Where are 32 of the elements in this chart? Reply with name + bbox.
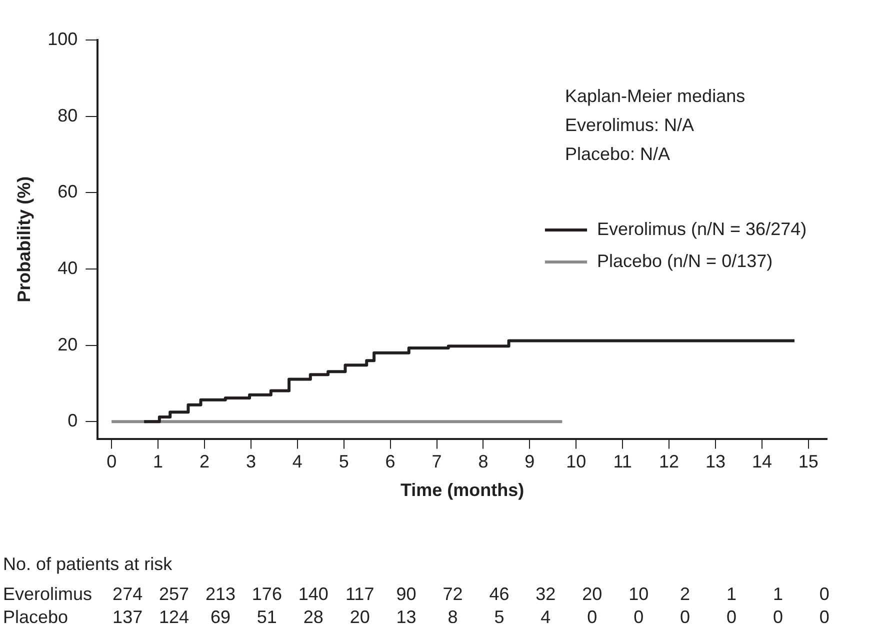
- legend-label: Everolimus (n/N = 36/274): [597, 218, 807, 239]
- y-tick-label: 0: [68, 410, 78, 431]
- x-tick-label: 10: [566, 452, 586, 472]
- annotation: Placebo: N/A: [565, 144, 670, 164]
- annotation: Kaplan-Meier medians: [565, 86, 746, 106]
- y-tick-label: 80: [58, 105, 78, 126]
- x-tick-label: 2: [199, 452, 210, 472]
- x-tick-label: 12: [659, 452, 680, 472]
- x-tick-label: 0: [106, 452, 117, 472]
- x-tick-label: 5: [338, 452, 349, 472]
- y-tick-label: 40: [58, 258, 78, 278]
- legend-label: Placebo (n/N = 0/137): [597, 250, 773, 271]
- annotation: Everolimus: N/A: [565, 114, 694, 135]
- x-axis-title: Time (months): [400, 480, 524, 500]
- y-axis-title: Probability (%): [14, 176, 34, 302]
- x-tick-label: 11: [613, 452, 632, 472]
- text: Placebo 137 124 69 51 28 20 13 8 5 4 0 0 0 0 0 0: [3, 606, 830, 626]
- x-tick-label: 7: [432, 452, 442, 472]
- x-tick-label: 15: [798, 452, 818, 472]
- y-tick-label: 100: [48, 28, 78, 49]
- x-tick-label: 14: [752, 452, 772, 472]
- text: No. of patients at risk: [3, 554, 174, 574]
- x-tick-label: 1: [153, 452, 164, 472]
- x-tick-label: 4: [292, 452, 302, 472]
- x-tick-label: 9: [524, 452, 535, 472]
- x-tick-label: 6: [385, 452, 396, 472]
- x-tick-label: 3: [246, 452, 256, 472]
- y-tick-label: 60: [58, 182, 78, 202]
- x-tick-label: 13: [705, 452, 726, 472]
- x-tick-label: 8: [478, 452, 488, 472]
- text: Everolimus 274 257 213 176 140 117 90 72 46 32 20 10 2 1 1 0: [3, 584, 830, 604]
- y-tick-label: 20: [58, 334, 78, 354]
